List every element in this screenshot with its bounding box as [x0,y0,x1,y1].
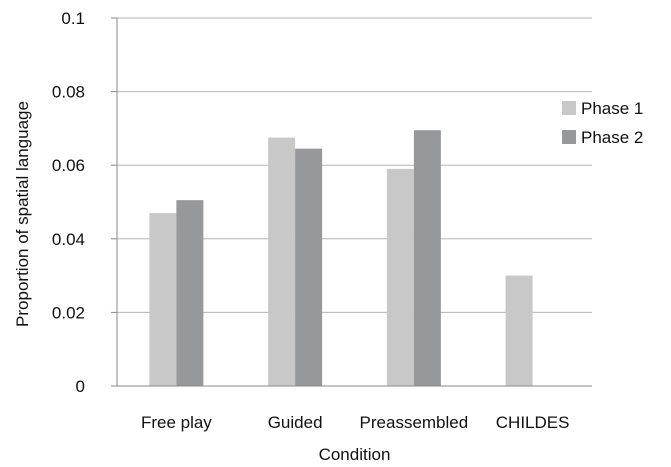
bar-phase-1 [386,168,414,386]
y-axis-title: Proportion of spatial language [13,101,32,327]
bars [149,130,533,386]
x-tick-label: Free play [141,413,212,432]
x-tick-label: Guided [268,413,323,432]
x-tick-label: Preassembled [360,413,469,432]
y-tick-label: 0.08 [52,83,85,102]
bar-phase-1 [505,275,533,386]
y-tick-label: 0.06 [52,156,85,175]
y-tick-label: 0 [76,377,85,396]
legend-swatch [562,130,576,144]
legend-label: Phase 2 [581,128,643,147]
x-axis-title: Condition [319,445,391,464]
bar-phase-2 [413,130,441,386]
bar-phase-2 [176,200,204,386]
y-tick-label: 0.1 [61,9,85,28]
y-tick-label: 0.02 [52,303,85,322]
legend: Phase 1 Phase 2 [562,99,643,147]
x-tick-label: CHILDES [496,413,570,432]
bar-phase-2 [295,148,323,386]
x-tick-labels: Free play Guided Preassembled CHILDES [141,413,570,432]
legend-label: Phase 1 [581,99,643,118]
y-tick-labels: 0 0.02 0.04 0.06 0.08 0.1 [52,9,85,396]
legend-swatch [562,101,576,115]
bar-phase-1 [268,137,296,386]
y-tick-label: 0.04 [52,230,85,249]
bar-phase-1 [149,213,177,386]
